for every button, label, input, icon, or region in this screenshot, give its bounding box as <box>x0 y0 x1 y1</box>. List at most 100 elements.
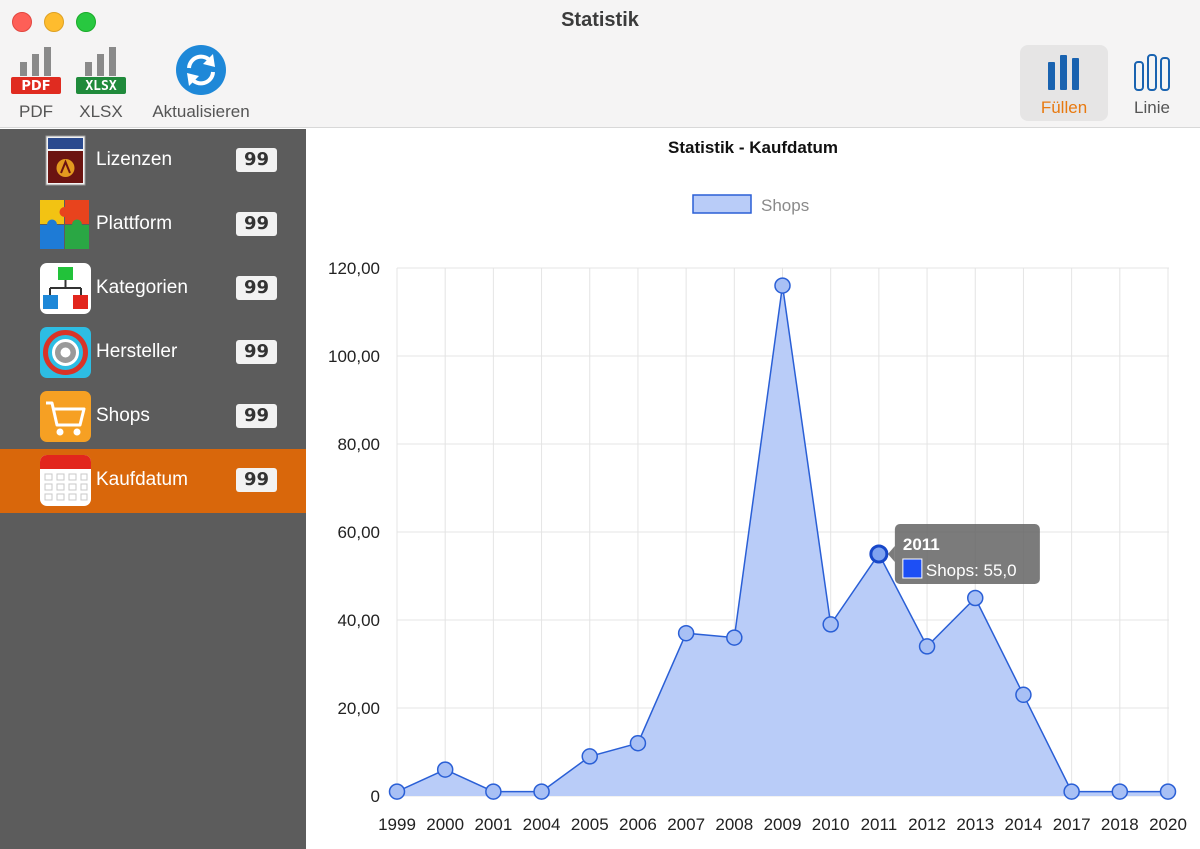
x-tick-label: 2007 <box>667 815 705 834</box>
count-badge: 99 <box>236 148 277 172</box>
area-chart: Statistik - Kaufdatum Shops 0 20,00 40,00 6… <box>328 138 1187 834</box>
x-tick-label: 2010 <box>812 815 850 834</box>
export-pdf-button[interactable]: PDF PDF <box>8 44 64 122</box>
zoom-window-button[interactable] <box>76 12 96 32</box>
sidebar: Lizenzen 99 Plattform 99 Kategorien 99 <box>0 129 306 849</box>
chart-title: Statistik - Kaufdatum <box>668 138 838 157</box>
data-point[interactable] <box>1159 783 1177 800</box>
x-tick-label: 2012 <box>908 815 946 834</box>
data-point[interactable] <box>967 589 984 607</box>
sidebar-item-shops[interactable]: Shops 99 <box>0 385 306 449</box>
refresh-icon <box>176 45 226 95</box>
sidebar-item-label: Hersteller <box>96 341 178 362</box>
line-label: Linie <box>1134 98 1170 117</box>
license-manager-icon <box>45 135 86 186</box>
series-points <box>388 277 1177 800</box>
data-point[interactable] <box>918 638 936 655</box>
x-tick-label: 2014 <box>1005 815 1043 834</box>
x-tick-label: 2006 <box>619 815 657 834</box>
cart-icon <box>40 391 91 442</box>
data-point[interactable] <box>869 544 889 564</box>
x-tick-label: 2004 <box>523 815 561 834</box>
x-tick-label: 2005 <box>571 815 609 834</box>
y-tick-label: 100,00 <box>328 347 380 366</box>
x-tick-label: 1999 <box>378 815 416 834</box>
chart-panel: Statistik - Kaufdatum Shops 0 20,00 40,00 6… <box>306 129 1200 849</box>
tooltip-value: Shops: 55,0 <box>926 561 1017 580</box>
x-tick-label: 2009 <box>764 815 802 834</box>
hierarchy-icon <box>40 263 91 314</box>
line-chart-button[interactable]: Linie <box>1120 45 1184 121</box>
count-badge: 99 <box>236 340 277 364</box>
xlsx-label: XLSX <box>79 102 123 121</box>
data-point[interactable] <box>388 783 406 800</box>
y-tick-label: 40,00 <box>337 611 380 630</box>
title-bar: Statistik PDF PDF XLSX XLSX Aktualisi <box>0 0 1200 128</box>
data-point[interactable] <box>774 277 791 294</box>
legend-swatch <box>692 194 752 214</box>
data-point[interactable] <box>533 783 550 800</box>
gear-icon <box>40 327 91 378</box>
count-badge: 99 <box>236 468 277 492</box>
tooltip-caret <box>887 546 895 562</box>
tooltip-title: 2011 <box>903 535 940 554</box>
data-point[interactable] <box>629 734 647 752</box>
sidebar-item-plattform[interactable]: Plattform 99 <box>0 193 306 257</box>
data-point[interactable] <box>581 748 598 765</box>
chart-legend[interactable]: Shops <box>692 194 809 215</box>
export-xlsx-button[interactable]: XLSX XLSX <box>72 44 130 122</box>
x-tick-label: 2000 <box>426 815 464 834</box>
chart-tooltip: 2011 Shops: 55,0 <box>887 524 1040 584</box>
data-point[interactable] <box>485 783 502 800</box>
fill-label: Füllen <box>1040 98 1088 117</box>
minimize-window-button[interactable] <box>44 12 64 32</box>
y-tick-label: 80,00 <box>337 435 380 454</box>
window-title: Statistik <box>561 9 639 31</box>
x-tick-label: 2018 <box>1101 815 1139 834</box>
x-axis: 1999 2000 2001 2004 2005 2006 2007 2008 2009 2010… <box>378 815 1187 834</box>
sidebar-item-label: Shops <box>96 405 150 426</box>
sidebar-item-label: Plattform <box>96 213 173 234</box>
sidebar-item-label: Kategorien <box>96 277 188 298</box>
data-point[interactable] <box>436 761 454 778</box>
y-tick-label: 60,00 <box>337 523 380 542</box>
calendar-icon <box>40 455 91 506</box>
data-point[interactable] <box>1063 783 1080 800</box>
refresh-button[interactable]: Aktualisieren <box>140 44 262 122</box>
y-tick-label: 120,00 <box>328 259 380 278</box>
sidebar-item-label: Lizenzen <box>96 149 173 170</box>
sidebar-item-hersteller[interactable]: Hersteller 99 <box>0 321 306 385</box>
series-area <box>396 285 1168 796</box>
y-axis: 0 20,00 40,00 60,00 80,00 100,00 120,00 <box>328 259 380 806</box>
puzzle-icon <box>40 200 89 249</box>
close-window-button[interactable] <box>12 12 32 32</box>
pdf-badge-text: PDF <box>21 79 50 94</box>
sidebar-item-kaufdatum[interactable]: Kaufdatum 99 <box>0 449 306 513</box>
y-tick-label: 20,00 <box>337 699 380 718</box>
pdf-label: PDF <box>19 102 53 121</box>
x-tick-label: 2001 <box>474 815 512 834</box>
area-fill <box>397 285 1168 796</box>
data-point[interactable] <box>1111 783 1129 800</box>
y-tick-label: 0 <box>371 787 380 806</box>
data-point[interactable] <box>677 624 695 642</box>
data-point[interactable] <box>726 629 743 646</box>
tooltip-swatch <box>902 558 923 579</box>
bar-chart-filled-icon <box>1048 55 1079 90</box>
x-tick-label: 2008 <box>715 815 753 834</box>
count-badge: 99 <box>236 212 277 236</box>
x-tick-label: 2020 <box>1149 815 1187 834</box>
x-tick-label: 2011 <box>861 815 898 834</box>
data-point[interactable] <box>1015 686 1032 704</box>
legend-label: Shops <box>761 196 809 215</box>
x-tick-label: 2017 <box>1053 815 1091 834</box>
bar-chart-outline-icon <box>1134 54 1170 91</box>
sidebar-item-lizenzen[interactable]: Lizenzen 99 <box>0 129 306 193</box>
sidebar-item-kategorien[interactable]: Kategorien 99 <box>0 257 306 321</box>
pdf-export-icon: PDF <box>11 47 61 94</box>
data-point[interactable] <box>822 616 839 633</box>
fill-chart-button[interactable]: Füllen <box>1020 45 1108 121</box>
xlsx-badge-text: XLSX <box>85 79 116 94</box>
sidebar-item-label: Kaufdatum <box>96 469 188 490</box>
count-badge: 99 <box>236 276 277 300</box>
